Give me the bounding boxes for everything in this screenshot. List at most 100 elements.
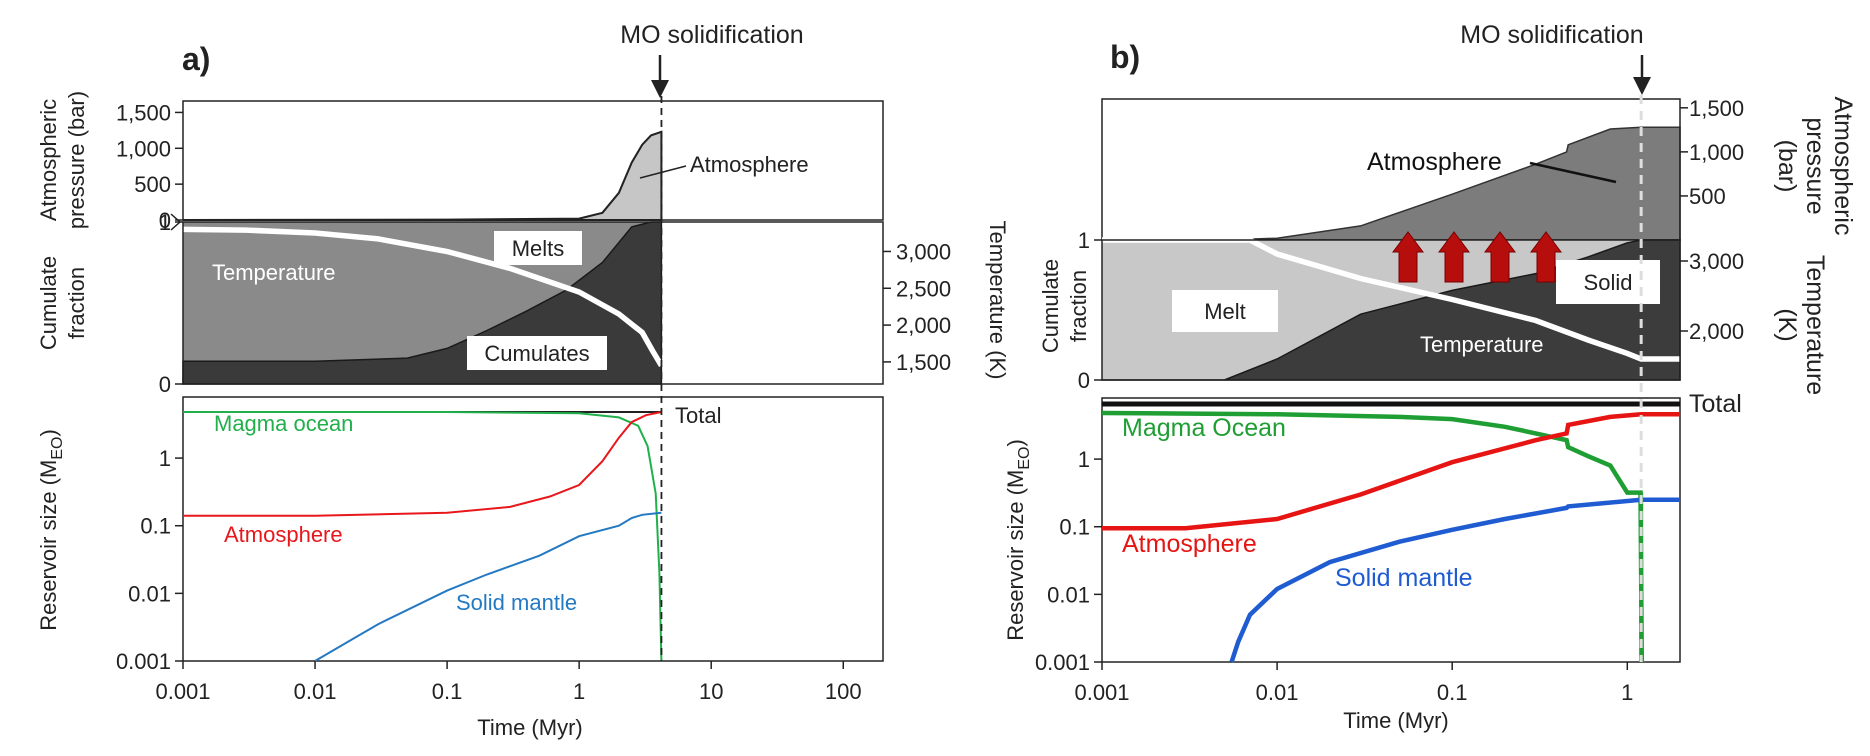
reservoir-ylabel-a: Reservoir size (MEO)	[36, 429, 66, 631]
panel-b: b) MO solidification Atmosphere 500 1,000 1,5…	[1003, 21, 1857, 733]
cumulates-label-a: Cumulates	[484, 341, 589, 366]
reservoir-ytick-a-3-label: 1	[159, 446, 171, 471]
reservoir-series-label-b-0: Magma Ocean	[1122, 414, 1286, 442]
heat-arrow-b-2	[1484, 231, 1516, 283]
xtick-b-0-label: 0.001	[1074, 680, 1129, 705]
panel-b-label: b)	[1110, 39, 1140, 75]
temperature-label-a: Temperature	[212, 260, 336, 285]
temperature-ylabel-b-2: (K)	[1773, 308, 1801, 341]
cumulate-ytick-a-1-label: 1	[159, 210, 171, 235]
melts-label-box-a	[494, 231, 582, 265]
melt-label-box-b	[1172, 290, 1278, 332]
cumulate-ytick-a-0-label: 0	[159, 372, 171, 397]
heat-arrow-b-1	[1438, 231, 1470, 283]
reservoir-series-label-a-1: Atmosphere	[224, 522, 343, 547]
reservoir-ytick-b-1-label: 0.01	[1047, 582, 1090, 607]
cumulate-frame-b	[1101, 239, 1681, 381]
temperature-ylabel-b-1: Temperature	[1801, 255, 1829, 395]
reservoir-ytick-a-0-label: 0.001	[116, 649, 171, 674]
solid-label-box-b	[1556, 260, 1660, 304]
temperature-ytick-b-1-label: 3,000	[1689, 249, 1744, 274]
pressure-ytick-b-0-label: 500	[1689, 184, 1726, 209]
pressure-ytick-a-2-label: 1,000	[116, 136, 171, 161]
reservoir-ylabel-b: Reservoir size (MEO)	[1003, 439, 1033, 641]
reservoir-ytick-a-1-label: 0.01	[128, 581, 171, 606]
cumulate-ylabel-a-1: Cumulate	[36, 256, 61, 350]
xtick-b-1-label: 0.01	[1256, 680, 1299, 705]
pressure-area-b	[1102, 126, 1681, 241]
reservoir-series-a-1	[183, 411, 662, 517]
temperature-curve-b	[1102, 237, 1680, 362]
atmosphere-pressure-label-b: Atmosphere	[1367, 148, 1502, 176]
temperature-ytick-b-0-label: 2,000	[1689, 319, 1744, 344]
reservoir-series-label-a-2: Solid mantle	[456, 590, 577, 615]
reservoir-ytick-b-3-label: 1	[1078, 447, 1090, 472]
pressure-ytick-b-1-label: 1,000	[1689, 140, 1744, 165]
reservoir-series-a-0	[183, 411, 663, 662]
xtick-a-3-label: 1	[573, 679, 585, 704]
reservoir-frame-a	[182, 396, 884, 662]
reservoir-series-a-2	[314, 511, 662, 662]
xtick-a-4-label: 10	[699, 679, 723, 704]
pressure-ytick-a-0-label: 0	[159, 208, 171, 233]
atmosphere-leader-b	[1529, 161, 1617, 184]
xtick-a-2-label: 0.1	[432, 679, 463, 704]
reservoir-series-b-1	[1102, 412, 1680, 531]
melts-label-a: Melts	[512, 236, 565, 261]
total-label-b: Total	[1689, 390, 1742, 418]
cumulate-ylabel-b-2: fraction	[1066, 270, 1091, 342]
cumulate-frame-a	[182, 221, 884, 385]
panel-a-label: a)	[182, 41, 210, 77]
temperature-ytick-a-2-label: 2,500	[896, 276, 951, 301]
pressure-ytick-a-3-label: 1,500	[116, 100, 171, 125]
reservoir-series-b-2	[1229, 497, 1680, 663]
reservoir-series-b-0	[1101, 410, 1645, 663]
reservoir-ytick-b-2-label: 0.1	[1059, 515, 1090, 540]
pressure-area-a	[182, 130, 663, 221]
pressure-frame-a	[182, 100, 884, 221]
mo-arrowhead-a	[651, 80, 669, 98]
cumulates-label-box-a	[467, 336, 607, 370]
mo-arrowhead-b	[1633, 77, 1651, 95]
pressure-ylabel-b-1: Atmospheric	[1829, 97, 1857, 236]
cumulate-ytick-b-0-label: 0	[1078, 368, 1090, 393]
xlabel-a: Time (Myr)	[477, 715, 583, 740]
cumulate-ylabel-a-2: fraction	[64, 267, 89, 339]
pressure-ytick-b-2-label: 1,500	[1689, 96, 1744, 121]
xtick-a-1-label: 0.01	[294, 679, 337, 704]
temperature-ylabel-a: Temperature (K)	[985, 221, 1010, 380]
panel-a: a) MO solidification 0 500 1,000 1,500 Atmosph…	[36, 21, 1010, 740]
temperature-ytick-a-1-label: 2,000	[896, 313, 951, 338]
reservoir-ytick-b-0-label: 0.001	[1035, 650, 1090, 675]
pressure-ytick-a-1-label: 500	[134, 172, 171, 197]
xlabel-b: Time (Myr)	[1343, 708, 1449, 733]
reservoir-series-label-a-0: Magma ocean	[214, 411, 353, 436]
solid-label-b: Solid	[1584, 270, 1633, 295]
xtick-a-5-label: 100	[825, 679, 862, 704]
temperature-ytick-a-3-label: 3,000	[896, 239, 951, 264]
temperature-curve-a	[182, 226, 664, 368]
reservoir-ytick-a-2-label: 0.1	[140, 514, 171, 539]
reservoir-series-label-b-2: Solid mantle	[1335, 564, 1473, 592]
heat-arrow-b-0	[1392, 231, 1424, 283]
mo-solidification-annotation-b: MO solidification	[1460, 21, 1643, 49]
cumulate-ylabel-b-1: Cumulate	[1038, 259, 1063, 353]
xtick-b-3-label: 1	[1621, 680, 1633, 705]
pressure-ylabel-a-2: pressure (bar)	[64, 91, 89, 229]
xtick-a-0-label: 0.001	[155, 679, 210, 704]
mo-solidification-annotation-a: MO solidification	[620, 21, 803, 49]
total-label-a: Total	[675, 403, 721, 428]
pressure-ylabel-a-1: Atmospheric	[36, 99, 61, 221]
reservoir-series-label-b-1: Atmosphere	[1122, 530, 1257, 558]
pressure-ylabel-b-2: pressure	[1801, 117, 1829, 214]
pressure-ylabel-b-3: (bar)	[1773, 140, 1801, 193]
melt-label-b: Melt	[1204, 299, 1246, 324]
heat-arrow-b-3	[1530, 231, 1562, 283]
temperature-label-b: Temperature	[1420, 332, 1544, 357]
temperature-ytick-a-0-label: 1,500	[896, 350, 951, 375]
cumulate-ytick-b-1-label: 1	[1078, 228, 1090, 253]
atmosphere-pressure-label-a: Atmosphere	[690, 152, 809, 177]
atmosphere-leader-a	[639, 165, 687, 179]
xtick-b-2-label: 0.1	[1437, 680, 1468, 705]
